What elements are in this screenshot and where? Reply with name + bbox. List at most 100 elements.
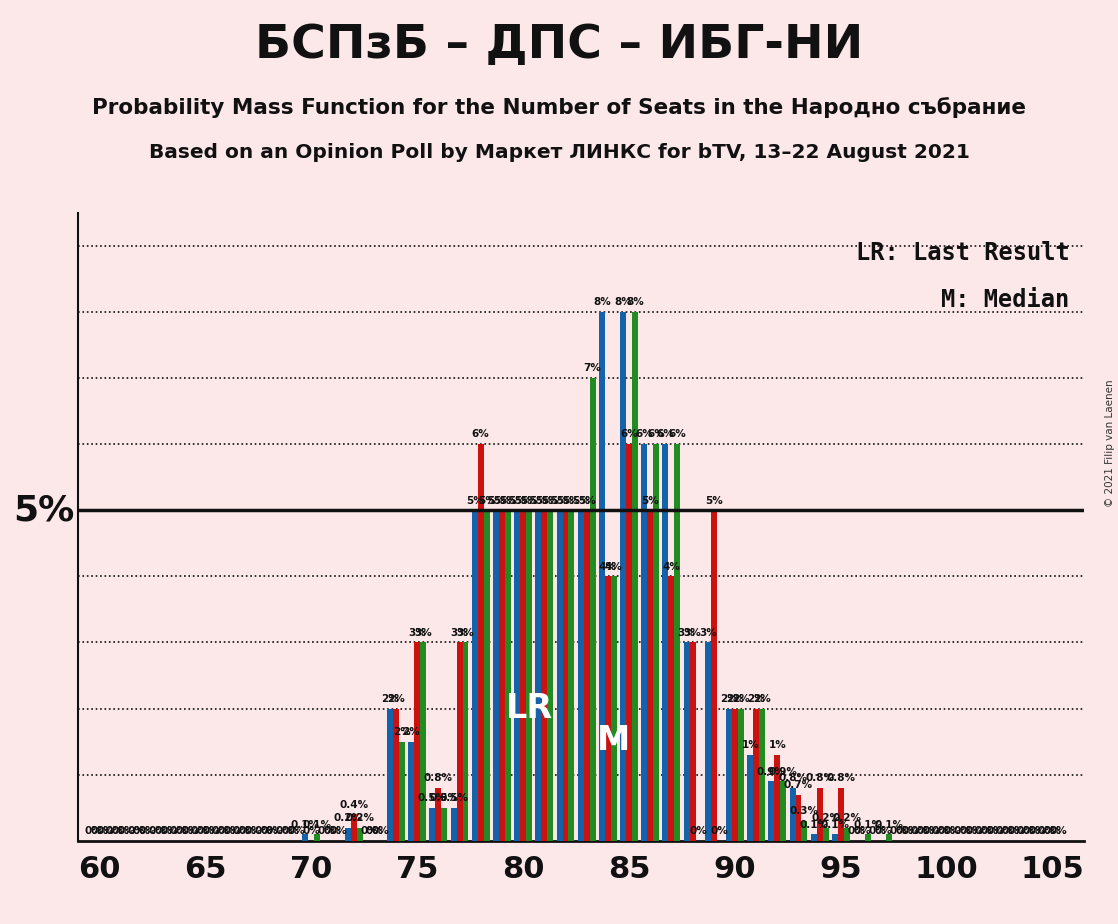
- Bar: [514, 510, 520, 841]
- Bar: [599, 311, 605, 841]
- Text: 0%: 0%: [1016, 826, 1034, 836]
- Text: 0%: 0%: [917, 826, 935, 836]
- Text: 5%: 5%: [557, 495, 575, 505]
- Text: 0%: 0%: [181, 826, 199, 836]
- Text: 1%: 1%: [768, 740, 786, 750]
- Text: 6%: 6%: [472, 430, 490, 440]
- Text: 3%: 3%: [408, 627, 426, 638]
- Text: 0%: 0%: [211, 826, 229, 836]
- Bar: [584, 510, 589, 841]
- Bar: [456, 642, 463, 841]
- Text: 0.1%: 0.1%: [291, 820, 320, 830]
- Text: 0%: 0%: [154, 826, 172, 836]
- Bar: [754, 709, 759, 841]
- Text: 2%: 2%: [381, 694, 399, 704]
- Bar: [738, 709, 743, 841]
- Text: 3%: 3%: [684, 627, 701, 638]
- Bar: [493, 510, 499, 841]
- Text: 5%: 5%: [509, 495, 527, 505]
- Bar: [789, 788, 796, 841]
- Bar: [647, 510, 653, 841]
- Text: 2%: 2%: [394, 727, 410, 737]
- Bar: [505, 510, 511, 841]
- Bar: [314, 834, 320, 841]
- Text: 0.5%: 0.5%: [418, 793, 447, 803]
- Text: 0%: 0%: [260, 826, 277, 836]
- Text: 0%: 0%: [911, 826, 929, 836]
- Text: 0.8%: 0.8%: [424, 773, 453, 784]
- Text: 5%: 5%: [520, 495, 538, 505]
- Text: 0.5%: 0.5%: [439, 793, 468, 803]
- Text: 0%: 0%: [91, 826, 108, 836]
- Text: 0.1%: 0.1%: [303, 820, 332, 830]
- Bar: [477, 444, 484, 841]
- Text: 6%: 6%: [647, 430, 665, 440]
- Text: 0%: 0%: [959, 826, 977, 836]
- Bar: [302, 834, 309, 841]
- Text: Probability Mass Function for the Number of Seats in the Народно събрание: Probability Mass Function for the Number…: [92, 97, 1026, 118]
- Bar: [747, 755, 754, 841]
- Text: 6%: 6%: [669, 430, 686, 440]
- Text: 8%: 8%: [593, 298, 610, 307]
- Text: 0.1%: 0.1%: [821, 820, 850, 830]
- Text: 1%: 1%: [741, 740, 759, 750]
- Text: 0%: 0%: [360, 826, 378, 836]
- Text: 3%: 3%: [456, 627, 474, 638]
- Text: 5%: 5%: [477, 495, 495, 505]
- Text: 5%: 5%: [514, 495, 532, 505]
- Bar: [520, 510, 527, 841]
- Bar: [768, 782, 775, 841]
- Bar: [557, 510, 562, 841]
- Text: © 2021 Filip van Laenen: © 2021 Filip van Laenen: [1105, 380, 1115, 507]
- Text: 2%: 2%: [732, 694, 750, 704]
- Text: 0%: 0%: [106, 826, 124, 836]
- Text: 0.3%: 0.3%: [790, 807, 818, 817]
- Text: LR: Last Result: LR: Last Result: [855, 241, 1070, 265]
- Bar: [775, 755, 780, 841]
- Bar: [711, 510, 717, 841]
- Bar: [674, 444, 680, 841]
- Text: 5%: 5%: [536, 495, 553, 505]
- Bar: [837, 788, 844, 841]
- Text: 0%: 0%: [318, 826, 335, 836]
- Bar: [351, 814, 357, 841]
- Bar: [684, 642, 690, 841]
- Text: 0.5%: 0.5%: [429, 793, 458, 803]
- Bar: [832, 834, 837, 841]
- Text: 5%: 5%: [499, 495, 517, 505]
- Text: 8%: 8%: [626, 298, 644, 307]
- Text: 0%: 0%: [874, 826, 892, 836]
- Bar: [887, 834, 892, 841]
- Bar: [435, 788, 442, 841]
- Text: 2%: 2%: [754, 694, 771, 704]
- Bar: [632, 311, 638, 841]
- Text: 3%: 3%: [678, 627, 695, 638]
- Text: 0%: 0%: [133, 826, 151, 836]
- Text: 0%: 0%: [224, 826, 241, 836]
- Text: 0%: 0%: [974, 826, 992, 836]
- Text: 0%: 0%: [282, 826, 299, 836]
- Bar: [394, 709, 399, 841]
- Text: 0%: 0%: [197, 826, 215, 836]
- Bar: [399, 742, 405, 841]
- Text: 0%: 0%: [372, 826, 390, 836]
- Text: 5%: 5%: [493, 495, 511, 505]
- Bar: [463, 642, 468, 841]
- Text: 0%: 0%: [995, 826, 1013, 836]
- Text: LR: LR: [505, 692, 552, 725]
- Bar: [499, 510, 505, 841]
- Text: 0%: 0%: [176, 826, 193, 836]
- Text: 0%: 0%: [160, 826, 178, 836]
- Bar: [589, 378, 596, 841]
- Text: 0%: 0%: [96, 826, 114, 836]
- Text: 0%: 0%: [932, 826, 949, 836]
- Text: 0.8%: 0.8%: [778, 773, 807, 784]
- Text: 0%: 0%: [239, 826, 257, 836]
- Bar: [796, 795, 802, 841]
- Text: 6%: 6%: [620, 430, 638, 440]
- Text: 0%: 0%: [711, 826, 729, 836]
- Bar: [536, 510, 541, 841]
- Bar: [420, 642, 426, 841]
- Text: 0%: 0%: [938, 826, 956, 836]
- Text: 0%: 0%: [1044, 826, 1062, 836]
